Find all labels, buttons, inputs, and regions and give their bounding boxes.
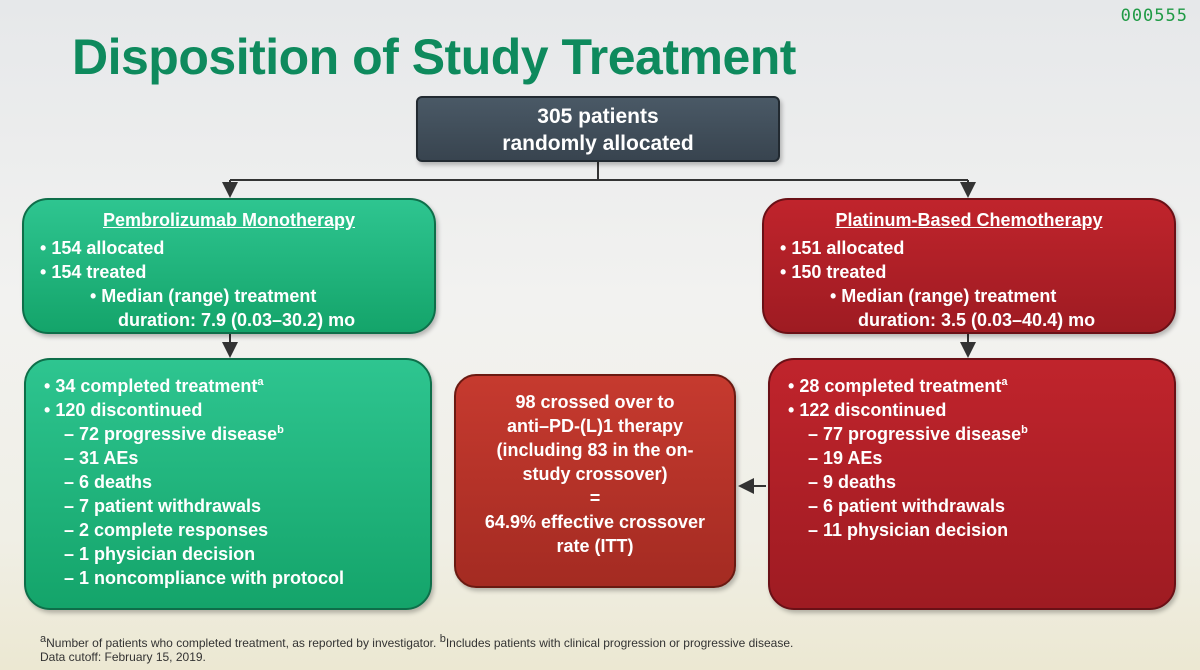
chemotherapy-reason: 6 patient withdrawals bbox=[788, 494, 1156, 518]
pembrolizumab-discontinued: 120 discontinued bbox=[44, 398, 412, 422]
chemotherapy-outcome-box: 28 completed treatmenta 122 discontinued… bbox=[768, 358, 1176, 610]
crossover-line: 98 crossed over to bbox=[515, 392, 675, 412]
footnote-line1: aNumber of patients who completed treatm… bbox=[40, 633, 794, 651]
chemotherapy-treated: 150 treated bbox=[780, 260, 1158, 284]
pembrolizumab-median-line1: • Median (range) treatment bbox=[90, 286, 317, 306]
pembrolizumab-reason: 2 complete responses bbox=[44, 518, 412, 542]
pembrolizumab-reason: 7 patient withdrawals bbox=[44, 494, 412, 518]
pembrolizumab-reason: 1 physician decision bbox=[44, 542, 412, 566]
chemotherapy-arm-box: Platinum-Based Chemotherapy 151 allocate… bbox=[762, 198, 1176, 334]
crossover-box: 98 crossed over to anti–PD-(L)1 therapy … bbox=[454, 374, 736, 588]
pembrolizumab-reason: 31 AEs bbox=[44, 446, 412, 470]
pembrolizumab-reason: 6 deaths bbox=[44, 470, 412, 494]
pembrolizumab-outcome-box: 34 completed treatmenta 120 discontinued… bbox=[24, 358, 432, 610]
page-title: Disposition of Study Treatment bbox=[72, 29, 796, 85]
slide-id: 000555 bbox=[1120, 6, 1188, 26]
pembrolizumab-completed: 34 completed treatmenta bbox=[44, 374, 412, 398]
randomized-line1: 305 patients bbox=[537, 105, 659, 128]
chemotherapy-reason: 9 deaths bbox=[788, 470, 1156, 494]
pembrolizumab-arm-box: Pembrolizumab Monotherapy 154 allocated … bbox=[22, 198, 436, 334]
chemotherapy-completed: 28 completed treatmenta bbox=[788, 374, 1156, 398]
pembrolizumab-allocated: 154 allocated bbox=[40, 236, 418, 260]
data-cutoff: Data cutoff: February 15, 2019. bbox=[40, 650, 206, 664]
crossover-line: (including 83 in the on- bbox=[496, 440, 694, 460]
chemotherapy-reason: 77 progressive diseaseb bbox=[788, 422, 1156, 446]
randomized-box: 305 patients randomly allocated bbox=[416, 96, 780, 162]
chemotherapy-median-line1: • Median (range) treatment bbox=[830, 286, 1057, 306]
pembrolizumab-median-line2: duration: 7.9 (0.03–30.2) mo bbox=[118, 310, 356, 330]
chemotherapy-allocated: 151 allocated bbox=[780, 236, 1158, 260]
chemotherapy-reason: 19 AEs bbox=[788, 446, 1156, 470]
chemotherapy-reason: 11 physician decision bbox=[788, 518, 1156, 542]
chemotherapy-discontinued: 122 discontinued bbox=[788, 398, 1156, 422]
footnote: aNumber of patients who completed treatm… bbox=[40, 633, 794, 665]
crossover-line: = bbox=[589, 488, 601, 508]
pembrolizumab-reason: 1 noncompliance with protocol bbox=[44, 566, 412, 590]
chemotherapy-arm-heading: Platinum-Based Chemotherapy bbox=[835, 210, 1103, 230]
randomized-line2: randomly allocated bbox=[502, 132, 694, 155]
crossover-line: anti–PD-(L)1 therapy bbox=[506, 416, 684, 436]
crossover-line: study crossover) bbox=[522, 464, 668, 484]
crossover-line: rate (ITT) bbox=[556, 536, 634, 556]
pembrolizumab-treated: 154 treated bbox=[40, 260, 418, 284]
pembrolizumab-arm-heading: Pembrolizumab Monotherapy bbox=[102, 210, 356, 230]
pembrolizumab-reason: 72 progressive diseaseb bbox=[44, 422, 412, 446]
chemotherapy-median-line2: duration: 3.5 (0.03–40.4) mo bbox=[858, 310, 1096, 330]
crossover-line: 64.9% effective crossover bbox=[484, 512, 706, 532]
